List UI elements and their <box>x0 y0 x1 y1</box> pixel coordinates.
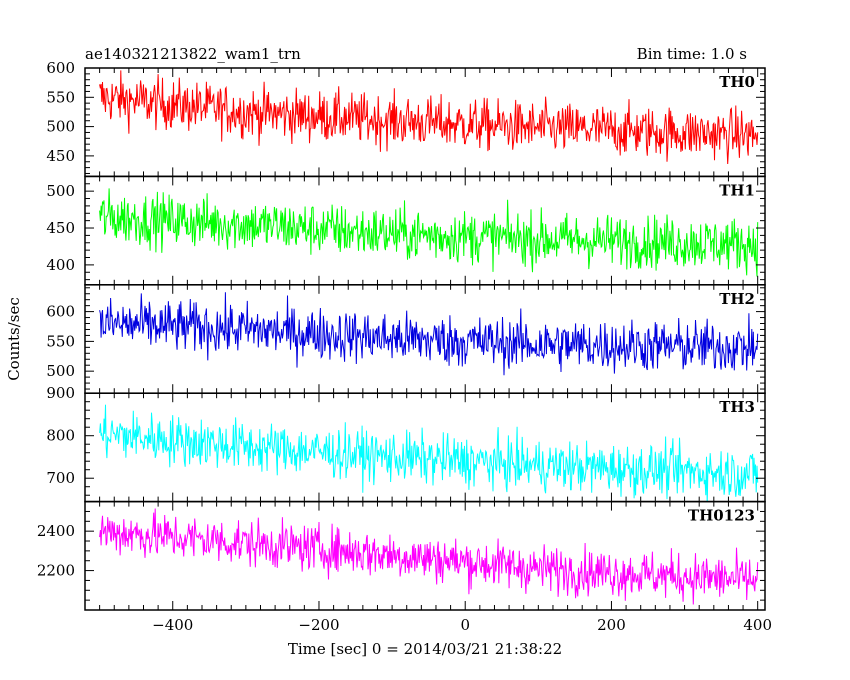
panel-label-th3: TH3 <box>719 398 755 416</box>
y-tick-label: 450 <box>46 219 75 237</box>
y-tick-label: 2400 <box>37 522 75 540</box>
x-tick-label: 200 <box>597 616 626 634</box>
x-tick-label: −400 <box>152 616 193 634</box>
y-tick-label: 800 <box>46 427 75 445</box>
series-line-th0 <box>99 70 759 165</box>
x-tick-label: −200 <box>298 616 339 634</box>
y-tick-label: 700 <box>46 469 75 487</box>
panel-label-th1: TH1 <box>719 181 755 199</box>
y-axis-label: Counts/sec <box>5 297 23 381</box>
y-tick-label: 550 <box>46 332 75 350</box>
series-line-th3 <box>99 404 759 502</box>
series-line-th0123 <box>99 508 759 605</box>
y-tick-label: 2200 <box>37 562 75 580</box>
y-tick-label: 500 <box>46 182 75 200</box>
series-line-th1 <box>99 188 759 277</box>
y-tick-label: 600 <box>46 59 75 77</box>
x-tick-label: 0 <box>460 616 470 634</box>
y-tick-label: 400 <box>46 256 75 274</box>
y-tick-label: 600 <box>46 303 75 321</box>
panel-label-th0: TH0 <box>719 73 755 91</box>
chart-title: ae140321213822_wam1_trn <box>85 45 301 63</box>
y-tick-label: 500 <box>46 118 75 136</box>
x-tick-label: 400 <box>743 616 772 634</box>
bin-time-label: Bin time: 1.0 s <box>636 45 747 63</box>
y-tick-label: 900 <box>46 384 75 402</box>
y-tick-label: 500 <box>46 362 75 380</box>
y-tick-label: 550 <box>46 88 75 106</box>
panel-label-th0123: TH0123 <box>688 507 755 525</box>
x-axis-label: Time [sec] 0 = 2014/03/21 21:38:22 <box>287 640 563 658</box>
y-tick-label: 450 <box>46 147 75 165</box>
series-line-th2 <box>99 292 759 376</box>
panel-frame-th0123 <box>84 500 766 611</box>
panel-label-th2: TH2 <box>719 290 755 308</box>
panel-frame-th3 <box>84 392 766 503</box>
panel-frame-th0 <box>84 67 766 178</box>
